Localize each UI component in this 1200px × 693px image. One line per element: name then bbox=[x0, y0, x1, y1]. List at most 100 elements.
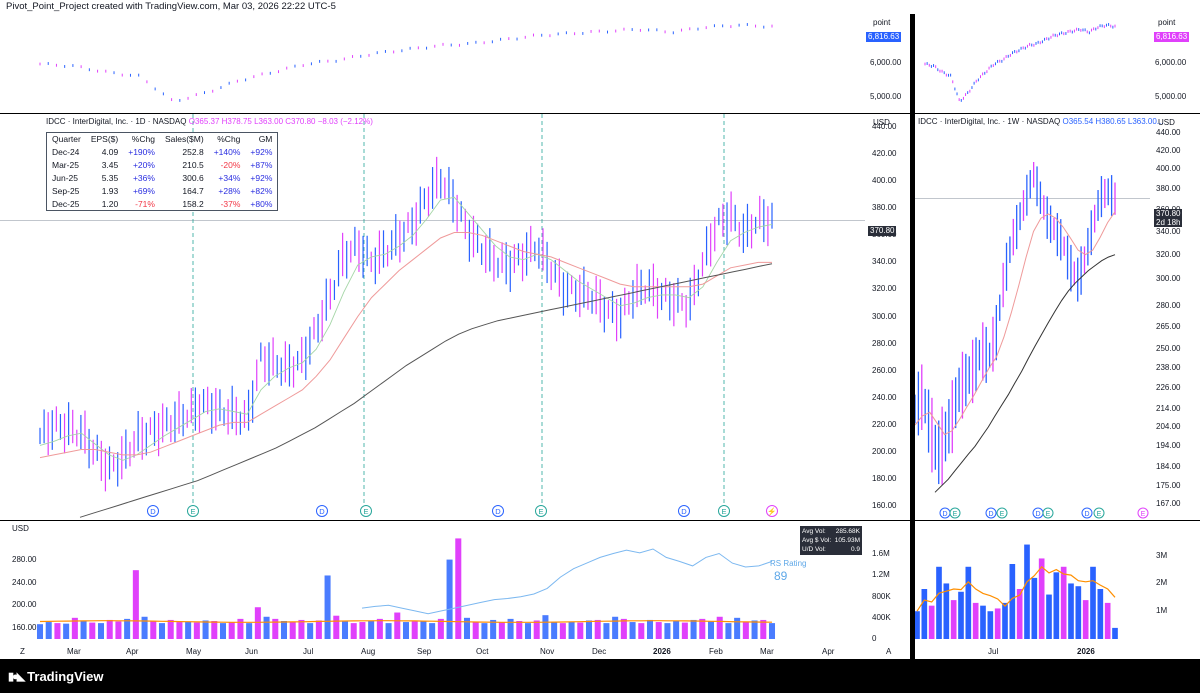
earnings-table: Quarter EPS($) %Chg Sales($M) %Chg GM De… bbox=[46, 132, 279, 211]
daily-price-tick: 400.00 bbox=[872, 176, 897, 186]
volume-bar bbox=[254, 607, 261, 639]
rs-rating-label: RS Rating bbox=[770, 559, 807, 568]
volume-bar bbox=[559, 623, 566, 639]
daily-price-tick: 300.00 bbox=[872, 311, 897, 321]
earnings-cell: -20% bbox=[220, 160, 241, 170]
scroll-left-button[interactable]: Z bbox=[20, 647, 25, 656]
weekly-event-marker-label: D bbox=[988, 511, 993, 518]
earnings-cell: -71% bbox=[135, 198, 155, 209]
weekly-event-marker bbox=[1137, 507, 1149, 519]
weekly-volume-tick: 1M bbox=[1156, 606, 1168, 616]
daily-price-tick: 420.00 bbox=[872, 148, 897, 158]
event-marker bbox=[492, 505, 504, 517]
weekly-volume-bar bbox=[936, 566, 942, 639]
tradingview-logo[interactable]: ▮●◣ TradingView bbox=[8, 669, 104, 684]
rs-tick: 280.00 bbox=[12, 555, 37, 565]
daily-price-chart: D E D E D E D E ⚡ bbox=[0, 114, 865, 518]
weekly-price-tick: 340.00 bbox=[1156, 226, 1181, 236]
weekly-volume-bar bbox=[950, 600, 957, 639]
weekly-volume-bar bbox=[1038, 558, 1045, 639]
weekly-volume-bar bbox=[987, 611, 994, 639]
volume-bar bbox=[106, 619, 113, 639]
daily-price-tick: 220.00 bbox=[872, 420, 897, 430]
weekly-price-tick: 320.00 bbox=[1156, 249, 1181, 259]
event-marker bbox=[678, 505, 690, 517]
volume-bar bbox=[429, 623, 436, 639]
volume-bar bbox=[673, 621, 680, 639]
rs-tick: 160.00 bbox=[12, 622, 37, 632]
volume-bar bbox=[664, 623, 671, 639]
volume-avg-line bbox=[39, 620, 773, 623]
volume-bar bbox=[716, 616, 723, 639]
weekly-price-tick: 175.00 bbox=[1156, 480, 1181, 490]
weekly-price-tick: 300.00 bbox=[1156, 274, 1181, 284]
weekly-volume-bar bbox=[1046, 594, 1052, 639]
event-marker bbox=[187, 505, 199, 517]
volume-bar bbox=[768, 623, 776, 639]
earnings-header-cell: Sales($M) bbox=[164, 134, 204, 145]
weekly-price-tick: 440.00 bbox=[1156, 127, 1181, 137]
weekly-volume-bar bbox=[928, 605, 935, 639]
weekly-ma10-line bbox=[915, 211, 1116, 436]
weekly-volume-bar bbox=[1016, 589, 1023, 639]
event-marker bbox=[535, 505, 547, 517]
volume-bar bbox=[385, 623, 392, 639]
volume-bar bbox=[237, 618, 244, 639]
volume-bar bbox=[54, 623, 61, 639]
earnings-row: Dec-24 4.09 +190% 252.8 +140% +92% bbox=[47, 146, 278, 159]
earnings-cell: 158.2 bbox=[182, 198, 204, 209]
index-pane-weekly[interactable]: point 6,816.63 6,000.00 5,000.00 bbox=[915, 14, 1200, 113]
weekly-price-tick: 184.00 bbox=[1156, 461, 1181, 471]
weekly-price-tick: 238.00 bbox=[1156, 363, 1181, 373]
index-pane[interactable]: point 6,816.63 6,000.00 5,000.00 bbox=[0, 14, 910, 113]
daily-time-axis[interactable]: Z Mar Apr May Jun Jul Aug Sep Oct Nov Dec 2026 Feb M… bbox=[0, 645, 910, 659]
daily-price-tick: 320.00 bbox=[872, 284, 897, 294]
event-marker-label: D bbox=[150, 507, 156, 516]
time-label: Nov bbox=[540, 647, 555, 656]
volume-unit-label: USD bbox=[12, 524, 29, 533]
earnings-header-cell: Quarter bbox=[52, 134, 81, 145]
volume-bar bbox=[115, 621, 122, 639]
time-label: Aug bbox=[361, 647, 376, 656]
volume-bar bbox=[646, 619, 654, 639]
time-label: Jul bbox=[303, 647, 314, 656]
volume-bar bbox=[681, 622, 688, 639]
volume-bar bbox=[228, 622, 235, 639]
weekly-price-tick: 194.00 bbox=[1156, 441, 1181, 451]
earnings-cell: +140% bbox=[213, 147, 241, 157]
volume-bar bbox=[655, 622, 662, 639]
earnings-cell: +69% bbox=[132, 186, 155, 196]
weekly-volume-bar bbox=[1060, 566, 1067, 639]
weekly-event-marker-label: E bbox=[1141, 511, 1146, 518]
volume-bar bbox=[324, 575, 331, 639]
weekly-volume-bar bbox=[1024, 544, 1030, 639]
volume-bar bbox=[132, 570, 139, 639]
time-label: May bbox=[186, 647, 202, 656]
earnings-cell: 252.8 bbox=[182, 147, 204, 157]
weekly-event-marker-label: D bbox=[1035, 511, 1040, 518]
volume-bar bbox=[707, 621, 715, 639]
earnings-cell: Jun-25 bbox=[52, 173, 78, 183]
weekly-time-axis[interactable]: Jul 2026 bbox=[915, 645, 1200, 659]
volume-bar bbox=[185, 621, 192, 639]
weekly-volume-chart bbox=[915, 544, 1118, 639]
index-price-tag: 6,816.63 bbox=[866, 32, 902, 42]
volume-bar bbox=[699, 618, 706, 639]
weekly-volume-pane[interactable]: 3M 2M 1M bbox=[915, 521, 1200, 645]
volume-bar bbox=[89, 622, 96, 639]
event-marker bbox=[147, 505, 159, 517]
daily-volume-pane[interactable]: USD 1.6M 1.2M 800K 400K 0 280.00 240.00 200.00 1… bbox=[0, 521, 910, 645]
chart-frame: point 6,816.63 6,000.00 5,000.00 point 6… bbox=[0, 14, 1200, 659]
auto-scale-button[interactable]: A bbox=[886, 647, 892, 656]
volume-bar bbox=[490, 619, 497, 639]
rs-rating-value: 89 bbox=[774, 569, 788, 583]
stat-label: Avg $ Vol: bbox=[802, 537, 832, 544]
weekly-volume-bar bbox=[1075, 586, 1082, 639]
stat-row: Avg $ Vol: 105.93M bbox=[802, 536, 860, 545]
weekly-event-marker bbox=[985, 507, 997, 519]
index-weekly-chart bbox=[924, 23, 1116, 102]
earnings-cell: +190% bbox=[128, 147, 155, 157]
volume-bar bbox=[594, 619, 601, 639]
volume-stats-box: Avg Vol: 285.68K Avg $ Vol: 105.93M U/D Vo… bbox=[800, 526, 862, 555]
